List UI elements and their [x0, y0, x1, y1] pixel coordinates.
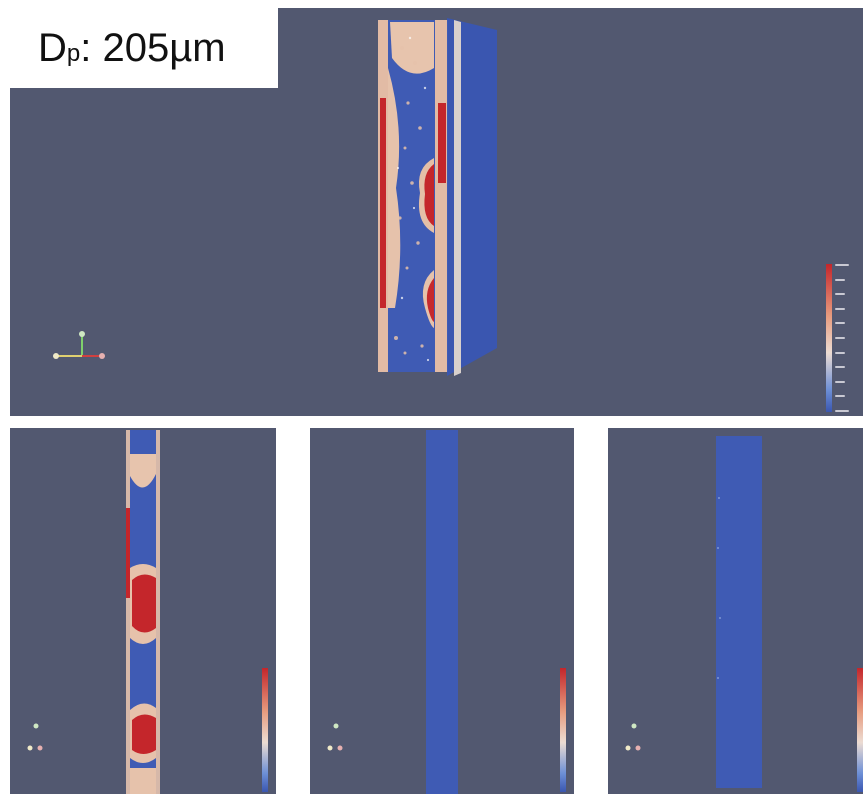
particle-diameter-symbol: D [38, 25, 67, 70]
orientation-axes-icon [27, 723, 43, 751]
column-slice-render-b [426, 430, 458, 794]
color-legend-icon [826, 264, 832, 412]
orientation-axes-icon [327, 723, 343, 751]
color-legend-icon [560, 668, 566, 792]
orientation-axes-icon [625, 723, 641, 751]
color-legend-ticks [835, 264, 849, 412]
orientation-axes-icon [53, 331, 105, 359]
fluidized-bed-column-render [378, 18, 497, 376]
color-legend-icon [857, 668, 863, 792]
particle-diameter-value: : 205µm [80, 25, 226, 70]
bottom-view-c[interactable] [608, 428, 863, 794]
color-legend-icon [262, 668, 268, 792]
bottom-view-a[interactable] [10, 428, 276, 794]
bottom-view-b[interactable] [310, 428, 574, 794]
column-slice-render-a [126, 430, 160, 794]
column-slice-render-c [716, 436, 762, 788]
particle-diameter-subscript: p [66, 40, 81, 67]
